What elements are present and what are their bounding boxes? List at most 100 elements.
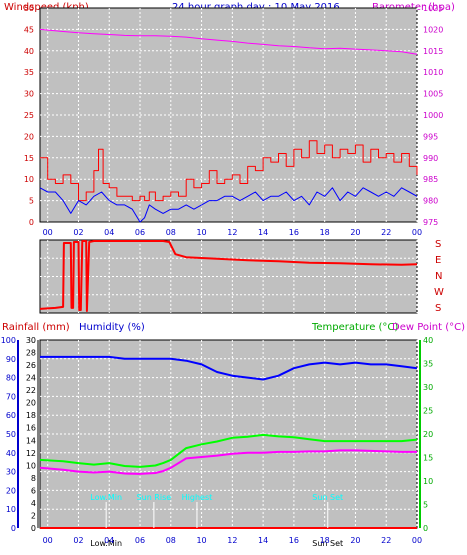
temp-x-tick-label: 22 (381, 536, 391, 545)
wind-gust-line (40, 140, 418, 202)
wind-tick-label: 15 (24, 154, 34, 163)
temperature-line (39, 433, 418, 468)
rainfall-tick-label: 12 (26, 449, 36, 458)
temperature-tick-label: 35 (423, 360, 433, 369)
wind-x-tick-label: 20 (350, 228, 360, 237)
humidity-tick-label: 80 (6, 374, 16, 383)
humidity-tick-label: 40 (6, 449, 16, 458)
wind-x-tick-label: 06 (135, 228, 145, 237)
humidity-tick-label: 60 (6, 411, 16, 420)
humidity-axis-title: Humidity (%) (79, 322, 145, 333)
barometer-line (39, 28, 418, 55)
temp-x-tick-label: 00 (43, 536, 53, 545)
rainfall-tick-label: 24 (26, 374, 36, 383)
rainfall-tick-label: 10 (26, 461, 36, 470)
barometer-tick-label: 1025 (423, 4, 443, 13)
event-axis-label: Low.Min (90, 539, 122, 548)
wind-tick-label: 25 (24, 111, 34, 120)
temperature-tick-label: 15 (423, 454, 433, 463)
event-label: Low.Min (90, 493, 122, 502)
humidity-tick-label: 50 (6, 430, 16, 439)
wind-average-line (39, 187, 418, 223)
axis-ticks: 0510152025303540455097598098599099510001… (1, 4, 444, 545)
barometer-tick-label: 1005 (423, 90, 443, 99)
wind-tick-label: 10 (24, 175, 34, 184)
rainfall-tick-label: 0 (31, 524, 36, 533)
wind-tick-label: 20 (24, 132, 34, 141)
compass-label: N (435, 271, 442, 282)
rainfall-tick-label: 28 (26, 349, 36, 358)
event-axis-label: Sun Set (312, 539, 343, 548)
temperature-tick-label: 30 (423, 383, 433, 392)
rainfall-tick-label: 26 (26, 361, 36, 370)
wind-tick-label: 50 (24, 4, 34, 13)
temp-x-tick-label: 18 (320, 536, 330, 545)
temp-x-tick-label: 14 (258, 536, 268, 545)
rainfall-axis-title: Rainfall (mm) (2, 322, 70, 333)
wind-x-tick-label: 04 (104, 228, 114, 237)
wind-x-tick-label: 00 (43, 228, 53, 237)
event-label: Sun Rise (137, 493, 172, 502)
rainfall-tick-label: 4 (31, 499, 36, 508)
rainfall-tick-label: 8 (31, 474, 36, 483)
wind-x-tick-label: 08 (166, 228, 176, 237)
wind-x-tick-label: 12 (227, 228, 237, 237)
compass-label: S (435, 303, 441, 314)
humidity-tick-label: 70 (6, 392, 16, 401)
wind-direction-line (39, 240, 418, 312)
humidity-tick-label: 30 (6, 468, 16, 477)
temperature-tick-label: 25 (423, 407, 433, 416)
rainfall-tick-label: 30 (26, 336, 36, 345)
humidity-tick-label: 10 (6, 505, 16, 514)
barometer-tick-label: 1020 (423, 25, 443, 34)
barometer-tick-label: 985 (423, 175, 438, 184)
temp-x-tick-label: 12 (227, 536, 237, 545)
rainfall-tick-label: 22 (26, 386, 36, 395)
barometer-tick-label: 975 (423, 218, 438, 227)
wind-x-tick-label: 00 (412, 228, 422, 237)
temp-x-tick-label: 06 (135, 536, 145, 545)
humidity-tick-label: 20 (6, 486, 16, 495)
barometer-tick-label: 990 (423, 154, 438, 163)
wind-x-tick-label: 22 (381, 228, 391, 237)
temp-x-tick-label: 20 (350, 536, 360, 545)
wind-x-tick-label: 10 (196, 228, 206, 237)
event-label: Sun Set (312, 493, 343, 502)
barometer-tick-label: 1010 (423, 68, 443, 77)
wind-tick-label: 5 (29, 197, 34, 206)
compass-label: W (434, 287, 444, 298)
wind-tick-label: 30 (24, 90, 34, 99)
plot-series: Low.Min Low.Min Sun Rise Highest Sun Set Sun … (39, 28, 418, 548)
barometer-tick-label: 980 (423, 197, 438, 206)
wind-tick-label: 40 (24, 47, 34, 56)
temp-x-tick-label: 16 (289, 536, 299, 545)
wind-tick-label: 0 (29, 218, 34, 227)
compass-labels: S E N W S (434, 239, 444, 314)
temperature-tick-label: 20 (423, 430, 433, 439)
wind-x-tick-label: 14 (258, 228, 268, 237)
temp-x-tick-label: 00 (412, 536, 422, 545)
rainfall-tick-label: 20 (26, 399, 36, 408)
rainfall-tick-label: 16 (26, 424, 36, 433)
wind-x-tick-label: 18 (320, 228, 330, 237)
temperature-tick-label: 5 (423, 501, 428, 510)
temperature-tick-label: 0 (423, 524, 428, 533)
temp-x-tick-label: 02 (73, 536, 83, 545)
wind-tick-label: 45 (24, 25, 34, 34)
compass-label: S (435, 239, 441, 250)
dewpoint-axis-title: Dew Point (°C) (392, 322, 465, 333)
humidity-tick-label: 90 (6, 355, 16, 364)
temp-x-tick-label: 04 (104, 536, 114, 545)
humidity-tick-label: 100 (1, 336, 16, 345)
rainfall-tick-label: 18 (26, 411, 36, 420)
temp-x-tick-label: 10 (196, 536, 206, 545)
compass-label: E (435, 255, 441, 266)
temperature-tick-label: 10 (423, 477, 433, 486)
humidity-line (40, 355, 418, 381)
event-label: Highest (182, 493, 213, 502)
wind-x-tick-label: 02 (73, 228, 83, 237)
rainfall-tick-label: 14 (26, 436, 36, 445)
barometer-tick-label: 1015 (423, 47, 443, 56)
